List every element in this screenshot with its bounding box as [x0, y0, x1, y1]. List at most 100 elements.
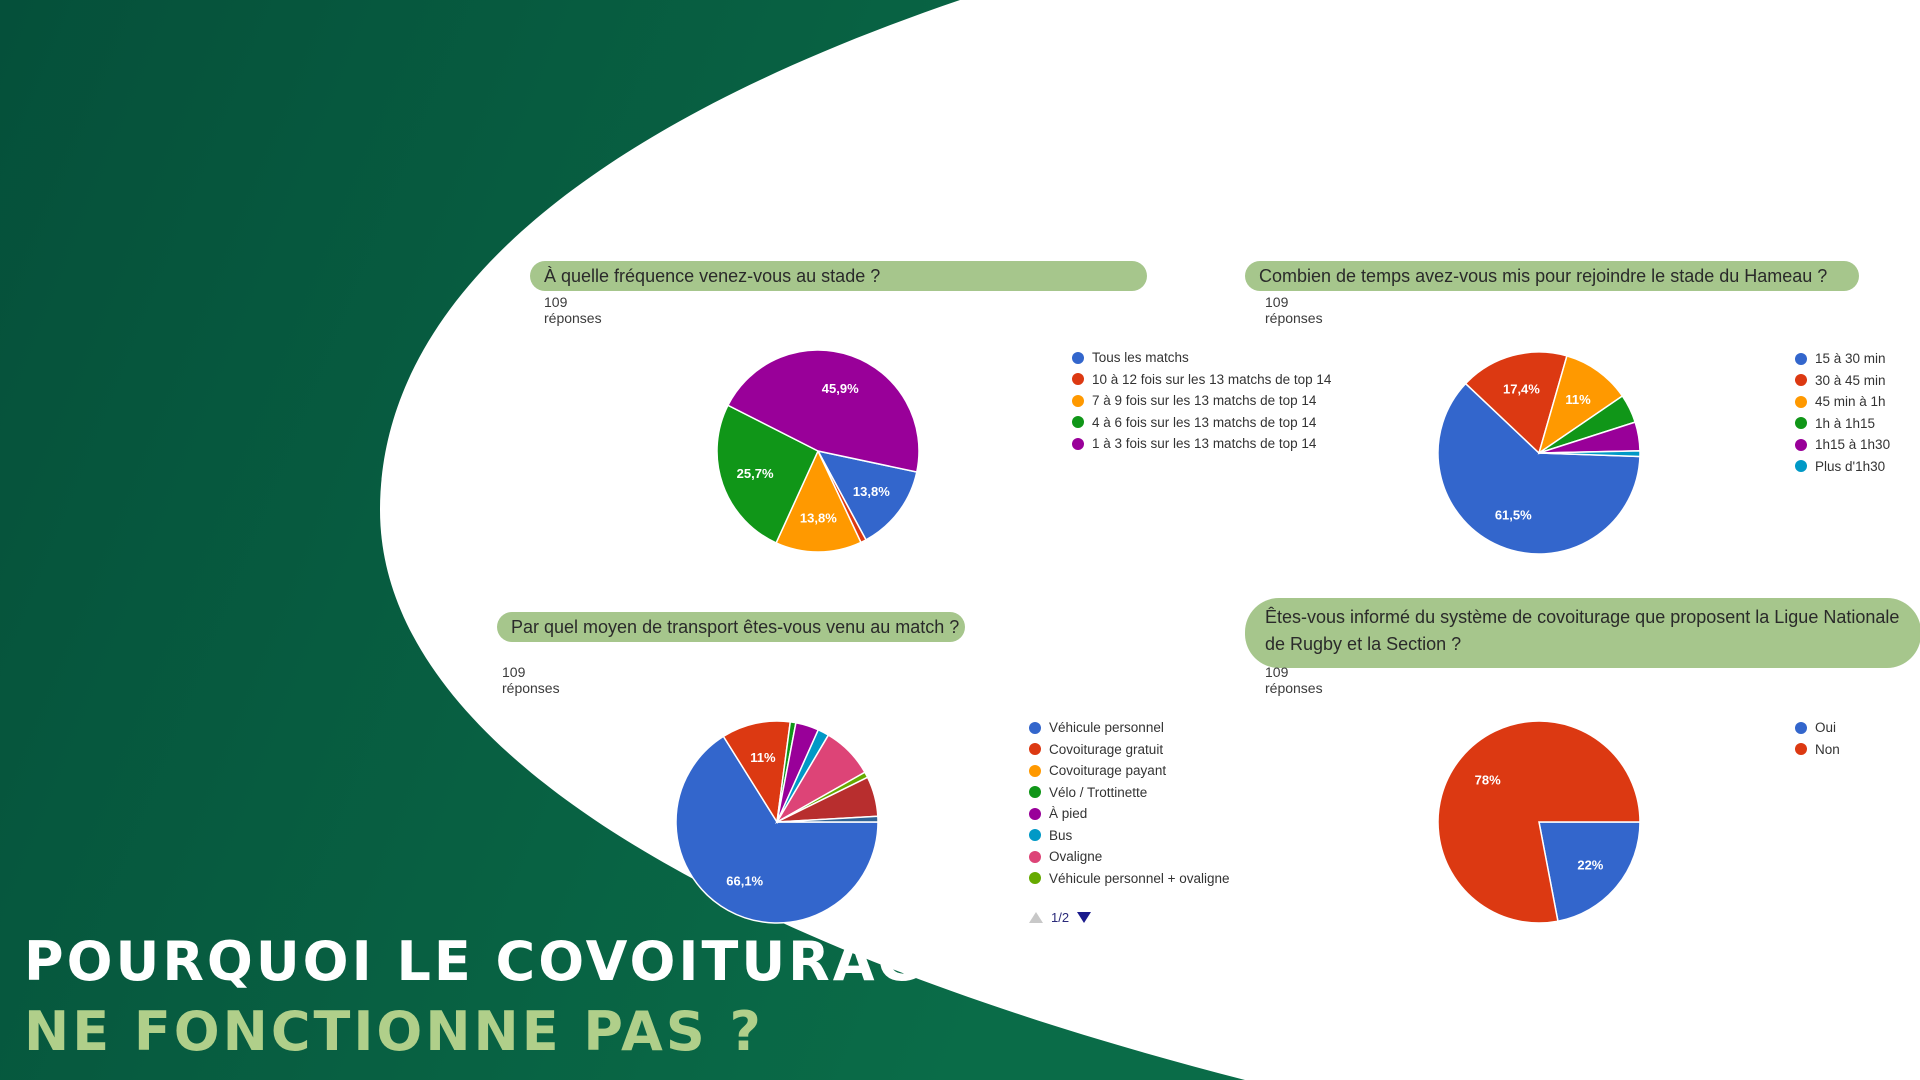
pie-slice-non — [1437, 720, 1641, 924]
pie-slice-tous-les-matchs — [816, 449, 918, 541]
pie-slice-4-a-6-fois-sur-les-13-matchs-de-top-14 — [716, 404, 819, 544]
legend-label: 1 à 3 fois sur les 13 matchs de top 14 — [1092, 436, 1317, 452]
legend-swatch — [1795, 395, 1807, 408]
legend-label: Tous les matchs — [1092, 350, 1189, 366]
legend-label: 1h15 à 1h30 — [1815, 437, 1891, 453]
legend-swatch — [1029, 807, 1041, 820]
legend-label: 7 à 9 fois sur les 13 matchs de top 14 — [1092, 393, 1317, 409]
chart-legend: Tous les matchs 10 à 12 fois sur les 13 m… — [1072, 347, 1331, 455]
legend-swatch — [1795, 374, 1807, 387]
pie-slice-7-a-9-fois-sur-les-13-matchs-de-top-14 — [775, 449, 862, 553]
pie-slice-45-min-a-1h — [1537, 355, 1624, 455]
legend-swatch — [1029, 786, 1041, 799]
legend-page-label: 1/2 — [1051, 910, 1070, 925]
pie-data-label: 61,5% — [1495, 507, 1532, 522]
chart-legend: Véhicule personnel Covoiturage gratuit Cov… — [1029, 717, 1230, 889]
legend-item: 45 min à 1h — [1795, 391, 1890, 413]
legend-item: Plus d'1h30 — [1795, 456, 1890, 478]
legend-swatch — [1072, 351, 1084, 364]
legend-swatch — [1029, 829, 1041, 842]
legend-item: Vélo / Trottinette — [1029, 782, 1230, 804]
legend-label: Véhicule personnel + ovaligne — [1049, 870, 1230, 886]
legend-item: 15 à 30 min — [1795, 348, 1890, 370]
pie-data-label: 11% — [750, 750, 776, 765]
legend-item: Covoiturage payant — [1029, 760, 1230, 782]
legend-swatch — [1029, 721, 1041, 734]
pie-data-label: 78% — [1475, 773, 1501, 788]
pie-slice-30-a-45-min — [1464, 351, 1568, 455]
legend-item: Bus — [1029, 825, 1230, 847]
legend-swatch — [1795, 438, 1807, 451]
legend-label: Véhicule personnel — [1049, 720, 1164, 736]
chart-legend: 15 à 30 min 30 à 45 min 45 min à 1h 1h à 1h… — [1795, 348, 1890, 477]
legend-item: Ovaligne — [1029, 846, 1230, 868]
legend-label: 1h à 1h15 — [1815, 415, 1876, 431]
legend-label: Non — [1815, 741, 1840, 757]
legend-swatch — [1795, 417, 1807, 430]
pie-data-label: 11% — [1565, 392, 1591, 407]
response-count: 109 réponses — [1265, 294, 1323, 326]
legend-item: Covoiturage gratuit — [1029, 739, 1230, 761]
legend-next-icon[interactable] — [1077, 912, 1092, 923]
pie-slice-1-a-3-fois-sur-les-13-matchs-de-top-14 — [726, 349, 920, 473]
legend-item: Véhicule personnel — [1029, 717, 1230, 739]
legend-item: 1 à 3 fois sur les 13 matchs de top 14 — [1072, 433, 1331, 455]
pie-chart: 61,5% 17,4% 11% — [1437, 351, 1641, 555]
legend-label: 4 à 6 fois sur les 13 matchs de top 14 — [1092, 414, 1317, 430]
pie-slice-oui — [1538, 821, 1641, 923]
pie-data-label: 66,1% — [726, 873, 763, 888]
legend-item: 10 à 12 fois sur les 13 matchs de top 14 — [1072, 369, 1331, 391]
pie-data-label: 13,8% — [853, 484, 890, 499]
legend-label: Plus d'1h30 — [1815, 458, 1886, 474]
pie-data-label: 25,7% — [737, 466, 774, 481]
chart-legend: Oui Non — [1795, 717, 1840, 760]
legend-swatch — [1029, 850, 1041, 863]
legend-pager: 1/2 — [1029, 910, 1092, 925]
legend-swatch — [1795, 460, 1807, 473]
legend-item: 1h15 à 1h30 — [1795, 434, 1890, 456]
legend-label: 45 min à 1h — [1815, 394, 1886, 410]
chart-title: Combien de temps avez-vous mis pour rejo… — [1245, 261, 1859, 291]
pie-chart: 22% 78% — [1437, 720, 1641, 924]
pie-slice-vehicule-personnel — [675, 735, 879, 924]
legend-swatch — [1795, 352, 1807, 365]
legend-swatch — [1029, 872, 1041, 885]
legend-label: Ovaligne — [1049, 849, 1103, 865]
legend-swatch — [1795, 721, 1807, 734]
legend-item: Non — [1795, 739, 1840, 761]
response-count: 109 réponses — [502, 664, 560, 696]
legend-item: Oui — [1795, 717, 1840, 739]
legend-label: Vélo / Trottinette — [1049, 784, 1148, 800]
legend-label: 10 à 12 fois sur les 13 matchs de top 14 — [1092, 371, 1332, 387]
chart-title: Êtes-vous informé du système de covoitur… — [1245, 598, 1920, 668]
legend-item: 4 à 6 fois sur les 13 matchs de top 14 — [1072, 412, 1331, 434]
legend-label: 30 à 45 min — [1815, 372, 1886, 388]
legend-label: Bus — [1049, 827, 1073, 843]
headline-line-1: POURQUOI LE COVOITURAGE — [24, 930, 965, 993]
legend-prev-icon[interactable] — [1029, 912, 1043, 923]
legend-item: Véhicule personnel + ovaligne — [1029, 868, 1230, 890]
chart-title: À quelle fréquence venez-vous au stade ? — [530, 261, 1147, 291]
legend-label: 15 à 30 min — [1815, 351, 1886, 367]
pie-chart: 66,1% 11% — [675, 720, 879, 924]
legend-swatch — [1072, 437, 1084, 450]
legend-swatch — [1072, 373, 1084, 386]
legend-swatch — [1072, 394, 1084, 407]
legend-swatch — [1795, 743, 1807, 756]
legend-item: 7 à 9 fois sur les 13 matchs de top 14 — [1072, 390, 1331, 412]
pie-data-label: 13,8% — [800, 511, 837, 526]
legend-label: Covoiturage gratuit — [1049, 741, 1164, 757]
legend-swatch — [1072, 416, 1084, 429]
response-count: 109 réponses — [544, 294, 602, 326]
pie-slice-plus-d-1h30 — [1538, 450, 1641, 458]
legend-item: 30 à 45 min — [1795, 370, 1890, 392]
legend-item: 1h à 1h15 — [1795, 413, 1890, 435]
legend-label: À pied — [1049, 806, 1088, 822]
pie-data-label: 17,4% — [1503, 382, 1540, 397]
pie-slice-slice-9 — [776, 815, 879, 823]
legend-label: Covoiturage payant — [1049, 763, 1167, 779]
pie-data-label: 45,9% — [822, 381, 859, 396]
legend-swatch — [1029, 743, 1041, 756]
legend-swatch — [1029, 764, 1041, 777]
